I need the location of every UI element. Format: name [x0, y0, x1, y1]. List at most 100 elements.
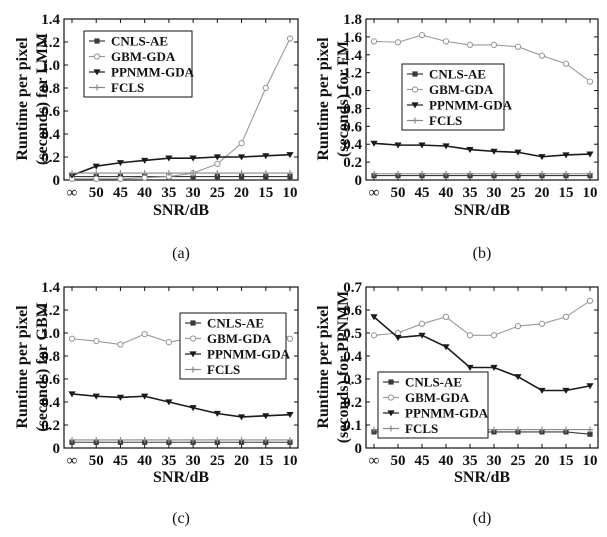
- x-tick-label: 20: [535, 185, 550, 201]
- series-line: [373, 142, 591, 158]
- series-ppnmm-gda: [68, 391, 294, 421]
- data-point: [287, 173, 293, 180]
- data-point: [418, 320, 426, 327]
- x-axis-label: SNR/dB: [153, 469, 209, 486]
- x-tick-label: 10: [283, 453, 298, 469]
- legend-swatch-marker: [189, 351, 197, 358]
- data-point: [466, 364, 474, 371]
- data-point: [93, 337, 100, 345]
- y-tick-label: 0.1: [343, 418, 362, 434]
- data-point: [491, 170, 497, 177]
- x-tick-label: 15: [559, 453, 574, 469]
- legend-label: GBM-GDA: [429, 82, 494, 97]
- data-point: [189, 155, 197, 162]
- data-point: [490, 148, 498, 155]
- data-point: [466, 41, 474, 49]
- y-tick-label: 0.2: [343, 395, 362, 411]
- x-tick-label: 45: [113, 453, 128, 469]
- plot-frame: [365, 18, 599, 181]
- y-axis-label: Runtime per pixel: [14, 37, 31, 161]
- legend-swatch-marker: [387, 394, 395, 401]
- data-point: [286, 35, 294, 42]
- y-tick-label: 0.6: [343, 303, 362, 319]
- data-point: [563, 426, 569, 433]
- legend-swatch-marker: [189, 335, 197, 342]
- series-line: [71, 153, 291, 177]
- data-point: [562, 313, 570, 321]
- x-tick-label: 50: [391, 453, 406, 469]
- y-tick-label: 1.0: [41, 326, 60, 342]
- legend-swatch-marker: [94, 38, 100, 44]
- legend-swatch-marker: [411, 102, 419, 109]
- x-tick-label: 10: [583, 453, 598, 469]
- x-tick-label: 15: [559, 185, 574, 201]
- legend-box: [179, 312, 287, 380]
- data-point: [165, 339, 173, 346]
- data-point: [419, 170, 425, 177]
- data-point: [538, 387, 546, 394]
- y-tick-label: 1.4: [41, 280, 60, 296]
- data-point: [514, 374, 522, 381]
- data-point: [539, 170, 545, 177]
- series-line: [71, 393, 291, 418]
- data-point: [92, 393, 100, 400]
- y-tick-label: 1.4: [343, 48, 362, 64]
- plot-frame: [63, 18, 299, 181]
- x-tick-label: 15: [258, 185, 273, 201]
- x-tick-label: 30: [487, 453, 502, 469]
- data-point: [586, 78, 594, 85]
- data-point: [490, 332, 498, 339]
- data-point: [586, 383, 594, 390]
- data-point: [213, 154, 221, 161]
- series-ppnmm-gda: [370, 314, 594, 394]
- data-point: [562, 387, 570, 394]
- y-tick-label: 0.6: [343, 119, 362, 135]
- data-point: [370, 140, 378, 147]
- data-point: [238, 436, 245, 443]
- data-point: [214, 170, 221, 177]
- series-fcls: [69, 170, 293, 177]
- x-tick-label: 15: [258, 453, 273, 469]
- data-point: [514, 149, 522, 156]
- y-tick-label: 0: [53, 441, 61, 457]
- x-axis-label: SNR/dB: [454, 202, 510, 219]
- data-point: [491, 426, 497, 433]
- x-tick-label: 30: [186, 185, 201, 201]
- data-point: [238, 173, 245, 180]
- data-point: [587, 170, 593, 177]
- legend-swatch-marker: [388, 425, 394, 432]
- data-point: [395, 170, 401, 177]
- x-tick-label: 50: [391, 185, 406, 201]
- legend-label: CNLS-AE: [111, 34, 168, 49]
- data-point: [165, 436, 172, 443]
- y-tick-label: 1.2: [41, 35, 60, 51]
- data-point: [394, 335, 402, 341]
- x-tick-label: 40: [439, 185, 454, 201]
- y-tick-label: 1.4: [41, 12, 60, 28]
- data-point: [92, 163, 100, 170]
- data-point: [370, 38, 378, 45]
- x-tick-label: 40: [439, 453, 454, 469]
- data-point: [539, 426, 545, 433]
- y-tick-label: 0.4: [343, 137, 362, 153]
- data-point: [117, 341, 124, 348]
- legend-label: FCLS: [111, 80, 144, 95]
- y-tick-label: 0.8: [41, 349, 60, 365]
- chart-panel-1: 0 0.2 0.4 0.6 0.8 1.0 1.2 1.4 ∞ 50 45 40 35 30 25 20 15 1…: [14, 12, 299, 262]
- y-tick-label: 0.2: [343, 155, 362, 171]
- y-tick-label: 1.0: [41, 58, 60, 74]
- data-point: [418, 31, 426, 39]
- y-tick-label: 1.8: [343, 12, 362, 28]
- y-tick-label: 0.7: [343, 280, 362, 296]
- legend-label: PPNMM-GDA: [429, 98, 513, 113]
- data-point: [286, 335, 294, 342]
- data-point: [287, 170, 293, 177]
- y-tick-label: 0.6: [41, 104, 60, 120]
- data-point: [214, 173, 220, 180]
- data-point: [213, 410, 221, 417]
- data-point: [238, 140, 245, 147]
- data-point: [262, 84, 269, 92]
